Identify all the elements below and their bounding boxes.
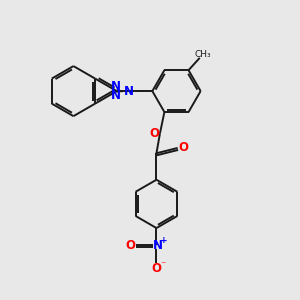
Text: O: O <box>125 238 136 252</box>
Text: N: N <box>111 80 121 93</box>
Text: O: O <box>152 262 161 275</box>
Text: N: N <box>153 238 163 252</box>
Text: ⁻: ⁻ <box>160 260 166 270</box>
Text: CH₃: CH₃ <box>195 50 211 59</box>
Text: N: N <box>111 89 121 102</box>
Text: N: N <box>124 85 134 98</box>
Text: +: + <box>160 236 168 244</box>
Text: O: O <box>178 141 188 154</box>
Text: O: O <box>150 127 160 140</box>
